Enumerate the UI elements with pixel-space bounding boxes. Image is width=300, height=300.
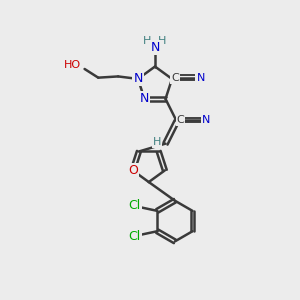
Text: N: N [133, 72, 143, 86]
Text: Cl: Cl [129, 200, 141, 212]
Text: N: N [202, 115, 210, 125]
Text: H: H [153, 137, 161, 147]
Text: C: C [176, 115, 184, 125]
Text: Cl: Cl [129, 230, 141, 243]
Text: N: N [150, 41, 160, 54]
Text: O: O [128, 164, 138, 177]
Text: HO: HO [64, 59, 81, 70]
Text: H: H [158, 36, 166, 46]
Text: H: H [143, 36, 152, 46]
Text: N: N [140, 92, 149, 105]
Text: N: N [196, 73, 205, 83]
Text: C: C [171, 73, 179, 83]
